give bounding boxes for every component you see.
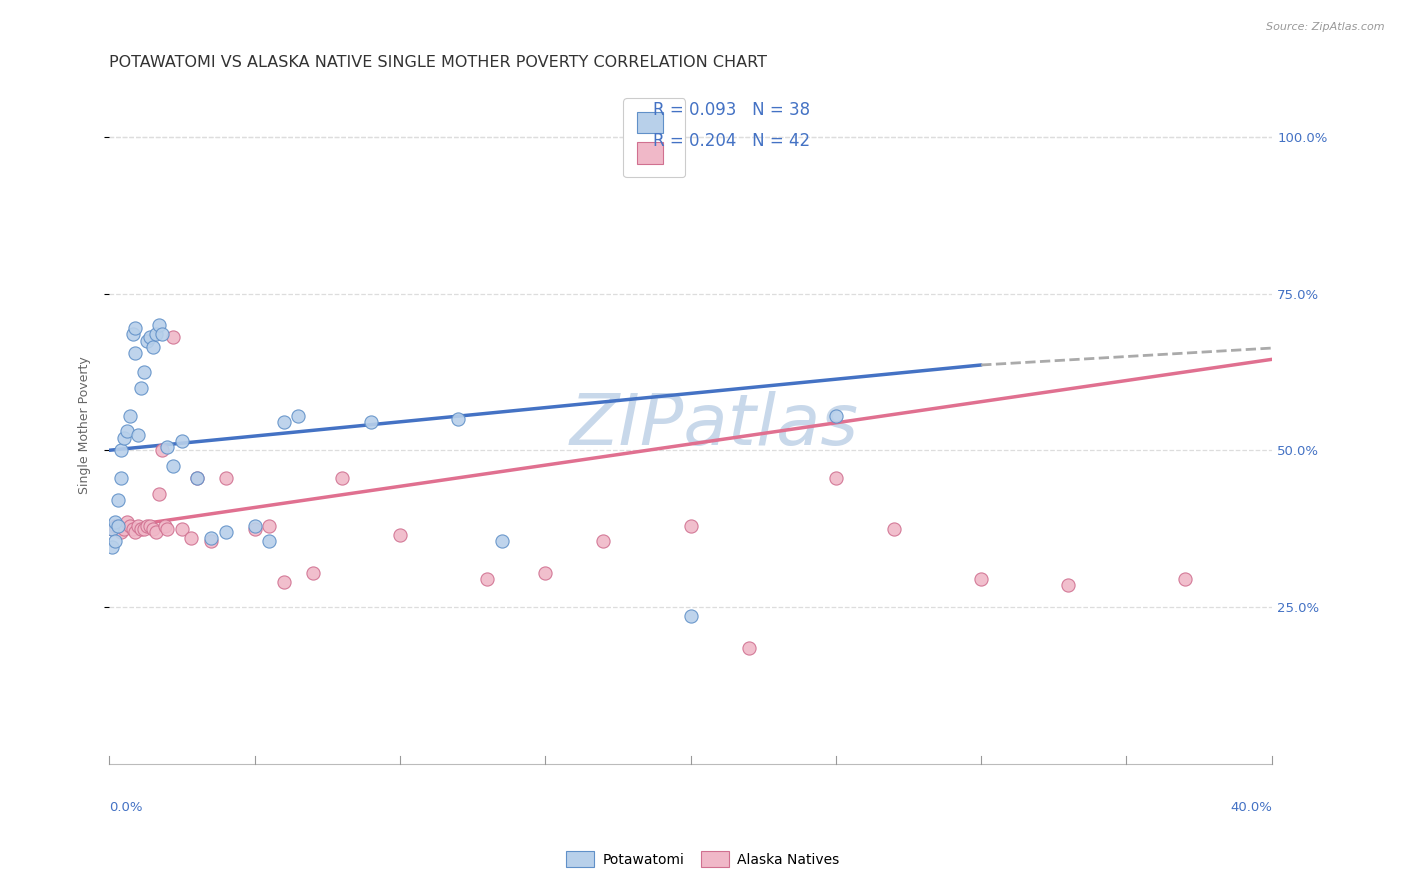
- Point: [112, 431, 135, 445]
- Point: [156, 522, 179, 536]
- Legend: , : ,: [623, 98, 685, 177]
- Point: [475, 572, 498, 586]
- Point: [127, 518, 149, 533]
- Point: [186, 471, 208, 485]
- Point: [883, 522, 905, 536]
- Point: [156, 440, 179, 454]
- Y-axis label: Single Mother Poverty: Single Mother Poverty: [79, 356, 91, 494]
- Text: ZIPatlas: ZIPatlas: [569, 391, 858, 459]
- Legend: Potawatomi, Alaska Natives: Potawatomi, Alaska Natives: [560, 845, 846, 874]
- Text: 0.0%: 0.0%: [110, 801, 143, 814]
- Point: [825, 471, 848, 485]
- Point: [162, 458, 184, 473]
- Text: 40.0%: 40.0%: [1230, 801, 1272, 814]
- Point: [214, 471, 236, 485]
- Text: R = 0.204   N = 42: R = 0.204 N = 42: [654, 132, 810, 150]
- Point: [257, 534, 280, 549]
- Point: [136, 334, 159, 348]
- Point: [124, 346, 146, 360]
- Point: [121, 327, 143, 342]
- Point: [121, 522, 143, 536]
- Point: [101, 522, 124, 536]
- Point: [200, 534, 222, 549]
- Point: [139, 330, 162, 344]
- Point: [257, 518, 280, 533]
- Point: [115, 425, 138, 439]
- Point: [148, 487, 170, 501]
- Point: [447, 412, 470, 426]
- Point: [214, 524, 236, 539]
- Point: [112, 522, 135, 536]
- Point: [142, 340, 165, 354]
- Point: [139, 518, 162, 533]
- Point: [150, 327, 173, 342]
- Point: [150, 443, 173, 458]
- Point: [1174, 572, 1197, 586]
- Point: [129, 522, 152, 536]
- Point: [110, 443, 132, 458]
- Point: [124, 321, 146, 335]
- Text: POTAWATOMI VS ALASKA NATIVE SINGLE MOTHER POVERTY CORRELATION CHART: POTAWATOMI VS ALASKA NATIVE SINGLE MOTHE…: [110, 55, 768, 70]
- Point: [107, 518, 129, 533]
- Point: [101, 522, 124, 536]
- Point: [388, 528, 411, 542]
- Point: [170, 522, 193, 536]
- Point: [107, 493, 129, 508]
- Point: [534, 566, 557, 580]
- Point: [737, 640, 759, 655]
- Point: [118, 518, 141, 533]
- Point: [180, 531, 202, 545]
- Point: [200, 531, 222, 545]
- Point: [124, 524, 146, 539]
- Point: [134, 522, 156, 536]
- Point: [170, 434, 193, 448]
- Point: [134, 365, 156, 379]
- Text: R = 0.093   N = 38: R = 0.093 N = 38: [654, 101, 810, 119]
- Point: [145, 327, 167, 342]
- Point: [118, 409, 141, 423]
- Point: [142, 522, 165, 536]
- Point: [136, 518, 159, 533]
- Point: [145, 524, 167, 539]
- Point: [592, 534, 614, 549]
- Point: [104, 516, 127, 530]
- Point: [115, 516, 138, 530]
- Point: [360, 415, 382, 429]
- Point: [186, 471, 208, 485]
- Point: [153, 518, 176, 533]
- Point: [129, 380, 152, 394]
- Point: [273, 415, 295, 429]
- Text: Source: ZipAtlas.com: Source: ZipAtlas.com: [1267, 22, 1385, 32]
- Point: [825, 409, 848, 423]
- Point: [243, 518, 266, 533]
- Point: [110, 471, 132, 485]
- Point: [1057, 578, 1080, 592]
- Point: [104, 518, 127, 533]
- Point: [679, 609, 702, 624]
- Point: [679, 518, 702, 533]
- Point: [107, 518, 129, 533]
- Point: [970, 572, 993, 586]
- Point: [330, 471, 353, 485]
- Point: [273, 574, 295, 589]
- Point: [148, 318, 170, 332]
- Point: [287, 409, 309, 423]
- Point: [101, 541, 124, 555]
- Point: [243, 522, 266, 536]
- Point: [162, 330, 184, 344]
- Point: [104, 534, 127, 549]
- Point: [127, 427, 149, 442]
- Point: [491, 534, 513, 549]
- Point: [301, 566, 323, 580]
- Point: [110, 524, 132, 539]
